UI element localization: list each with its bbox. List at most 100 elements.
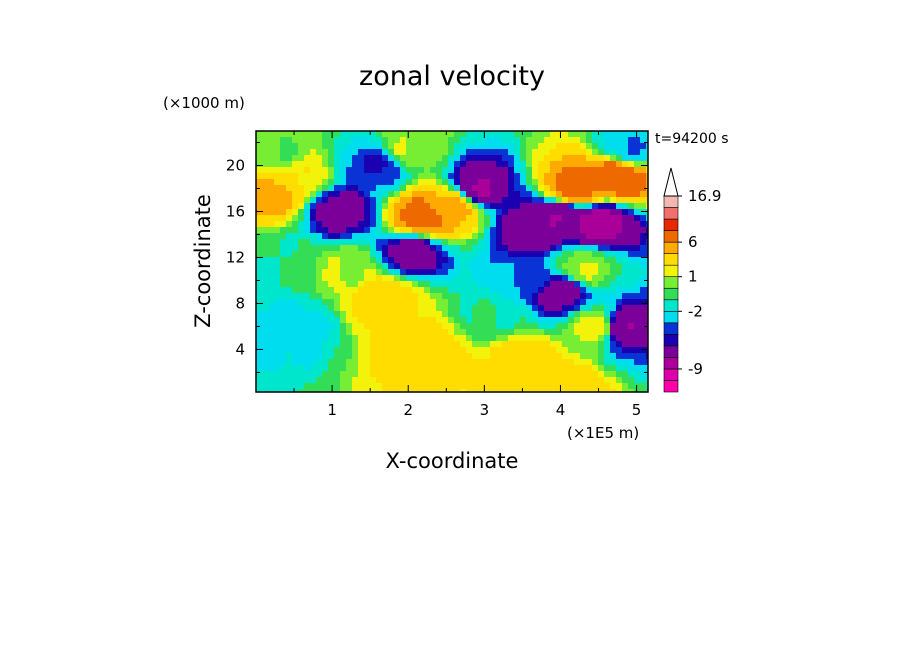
field-cell <box>640 335 647 342</box>
field-cell <box>256 257 263 264</box>
field-cell <box>286 179 293 186</box>
field-cell <box>538 167 545 174</box>
field-cell <box>316 161 323 168</box>
field-cell <box>412 215 419 222</box>
field-cell <box>352 167 359 174</box>
field-cell <box>604 245 611 252</box>
field-cell <box>430 257 437 264</box>
field-cell <box>556 371 563 378</box>
field-cell <box>562 227 569 234</box>
field-cell <box>496 191 503 198</box>
field-cell <box>514 245 521 252</box>
field-cell <box>592 215 599 222</box>
field-cell <box>340 281 347 288</box>
field-cell <box>340 155 347 162</box>
field-cell <box>328 143 335 150</box>
field-cell <box>628 155 635 162</box>
field-cell <box>556 323 563 330</box>
field-cell <box>412 347 419 354</box>
field-cell <box>298 371 305 378</box>
field-cell <box>406 263 413 270</box>
field-cell <box>358 203 365 210</box>
field-cell <box>340 389 347 392</box>
field-cell <box>448 227 455 234</box>
field-cell <box>262 197 269 204</box>
field-cell <box>460 197 467 204</box>
field-cell <box>268 287 275 294</box>
field-cell <box>592 155 599 162</box>
field-cell <box>604 371 611 378</box>
field-cell <box>622 209 629 216</box>
colorbar-segment <box>663 368 679 381</box>
field-cell <box>508 341 515 348</box>
field-cell <box>436 377 443 384</box>
field-cell <box>556 209 563 216</box>
field-cell <box>592 371 599 378</box>
field-cell <box>538 227 545 234</box>
field-cell <box>430 209 437 216</box>
field-cell <box>598 359 605 366</box>
field-cell <box>316 287 323 294</box>
field-cell <box>532 371 539 378</box>
field-cell <box>562 299 569 306</box>
field-cell <box>382 143 389 150</box>
field-cell <box>340 203 347 210</box>
field-cell <box>460 287 467 294</box>
field-cell <box>406 293 413 300</box>
field-cell <box>412 293 419 300</box>
field-cell <box>442 383 449 390</box>
field-cell <box>262 275 269 282</box>
field-cell <box>346 287 353 294</box>
field-cell <box>382 173 389 180</box>
field-cell <box>334 137 341 144</box>
field-cell <box>460 191 467 198</box>
field-cell <box>334 215 341 222</box>
field-cell <box>616 209 623 216</box>
field-cell <box>424 143 431 150</box>
field-cell <box>580 137 587 144</box>
field-cell <box>412 221 419 228</box>
field-cell <box>346 137 353 144</box>
field-cell <box>430 359 437 366</box>
field-cell <box>544 191 551 198</box>
field-cell <box>430 221 437 228</box>
field-cell <box>508 203 515 210</box>
field-cell <box>286 323 293 330</box>
field-cell <box>466 341 473 348</box>
field-cell <box>460 143 467 150</box>
field-cell <box>382 269 389 276</box>
field-cell <box>322 383 329 390</box>
field-cell <box>592 311 599 318</box>
field-cell <box>580 239 587 246</box>
field-cell <box>388 209 395 216</box>
field-cell <box>280 371 287 378</box>
field-cell <box>334 191 341 198</box>
field-cell <box>610 257 617 264</box>
field-cell <box>628 227 635 234</box>
field-cell <box>286 197 293 204</box>
field-cell <box>502 239 509 246</box>
field-cell <box>352 197 359 204</box>
field-cell <box>604 305 611 312</box>
field-cell <box>298 359 305 366</box>
field-cell <box>628 221 635 228</box>
field-cell <box>526 215 533 222</box>
field-cell <box>460 389 467 392</box>
colorbar-label: 1 <box>688 268 698 286</box>
field-cell <box>292 131 299 138</box>
field-cell <box>274 359 281 366</box>
field-cell <box>592 383 599 390</box>
field-cell <box>550 305 557 312</box>
field-cell <box>382 149 389 156</box>
field-cell <box>598 185 605 192</box>
field-cell <box>364 221 371 228</box>
field-cell <box>496 323 503 330</box>
field-cell <box>442 221 449 228</box>
field-cell <box>628 365 635 372</box>
field-cell <box>454 173 461 180</box>
field-cell <box>256 353 263 360</box>
field-cell <box>268 179 275 186</box>
field-cell <box>562 185 569 192</box>
field-cell <box>286 209 293 216</box>
field-cell <box>610 239 617 246</box>
